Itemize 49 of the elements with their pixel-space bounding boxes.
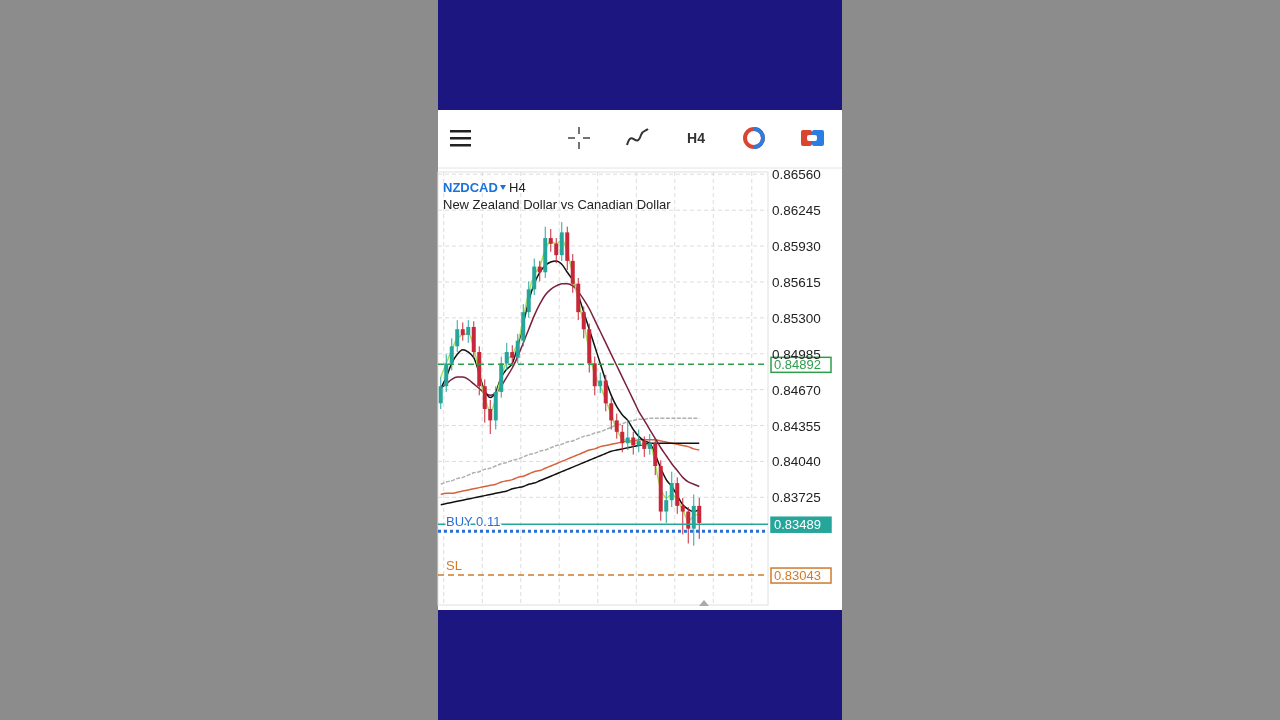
y-tick-label: 0.85930 [772, 239, 821, 255]
candlestick [592, 356, 597, 396]
candlestick [642, 435, 647, 458]
candlestick [438, 376, 443, 410]
y-tick-label: 0.84355 [772, 418, 821, 434]
candlestick [455, 319, 460, 353]
candlestick [548, 228, 553, 253]
y-tick-label: 0.85300 [772, 310, 821, 326]
candlestick [603, 374, 608, 412]
text: NZDCAD [443, 180, 498, 195]
annotation: SL [446, 558, 462, 574]
candlestick [449, 337, 454, 371]
candlestick [680, 497, 685, 535]
candlestick [675, 476, 680, 515]
candlestick [625, 419, 630, 451]
candlestick [504, 342, 509, 371]
y-tick-label: 0.86560 [772, 167, 821, 183]
candlestick [515, 333, 520, 364]
candlestick [614, 413, 619, 440]
candlestick [570, 253, 575, 294]
text: New Zealand Dollar vs Canadian Dollar [443, 197, 672, 212]
candlestick [620, 424, 625, 453]
y-tick-label: 0.86245 [772, 203, 821, 219]
candlestick [554, 237, 559, 264]
line-series [440, 417, 700, 485]
candlestick [482, 378, 487, 424]
candlestick [526, 280, 531, 319]
ref-line-label: 0.83489 [774, 517, 821, 533]
candlestick [609, 397, 614, 431]
candlestick [647, 433, 652, 456]
candlestick [532, 258, 537, 296]
candlestick [488, 399, 493, 435]
candlestick [559, 221, 564, 262]
candlestick [581, 305, 586, 339]
candlestick [697, 497, 702, 540]
candlestick [466, 319, 471, 344]
text: H4 [687, 130, 706, 146]
y-tick-label: 0.85615 [772, 274, 821, 290]
candlestick [460, 321, 465, 342]
annotation: H4 [509, 180, 526, 195]
candlestick [444, 353, 449, 393]
y-tick-label: 0.83725 [772, 490, 821, 506]
ref-line-label: 0.83043 [774, 568, 821, 584]
candlestick [669, 471, 674, 508]
y-tick-label: 0.84040 [772, 454, 821, 470]
candlestick [510, 344, 515, 367]
y-tick-label: 0.84670 [772, 382, 821, 398]
candlestick [653, 438, 658, 476]
candlestick [631, 431, 636, 456]
